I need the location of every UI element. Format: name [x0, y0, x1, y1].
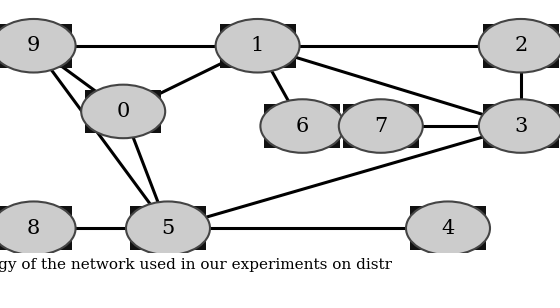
FancyBboxPatch shape	[410, 206, 486, 250]
Text: 7: 7	[374, 116, 388, 136]
Ellipse shape	[0, 19, 76, 72]
Text: 9: 9	[27, 36, 40, 55]
FancyBboxPatch shape	[264, 104, 340, 148]
Text: 4: 4	[441, 219, 455, 238]
Text: 0: 0	[116, 102, 130, 121]
Ellipse shape	[126, 201, 210, 255]
Text: 1: 1	[251, 36, 264, 55]
FancyBboxPatch shape	[220, 24, 296, 68]
Text: ogy of the network used in our experiments on distr: ogy of the network used in our experimen…	[0, 258, 392, 272]
Text: 5: 5	[161, 219, 175, 238]
FancyBboxPatch shape	[483, 24, 559, 68]
FancyBboxPatch shape	[343, 104, 419, 148]
FancyBboxPatch shape	[130, 206, 206, 250]
Ellipse shape	[0, 201, 76, 255]
FancyBboxPatch shape	[85, 90, 161, 133]
Ellipse shape	[406, 201, 490, 255]
Ellipse shape	[479, 99, 560, 153]
Text: 8: 8	[27, 219, 40, 238]
Ellipse shape	[260, 99, 344, 153]
Ellipse shape	[216, 19, 300, 72]
Text: 6: 6	[296, 116, 309, 136]
Ellipse shape	[339, 99, 423, 153]
FancyBboxPatch shape	[0, 206, 72, 250]
Text: 2: 2	[514, 36, 528, 55]
FancyBboxPatch shape	[483, 104, 559, 148]
FancyBboxPatch shape	[0, 24, 72, 68]
Ellipse shape	[479, 19, 560, 72]
Text: 3: 3	[514, 116, 528, 136]
Ellipse shape	[81, 85, 165, 138]
